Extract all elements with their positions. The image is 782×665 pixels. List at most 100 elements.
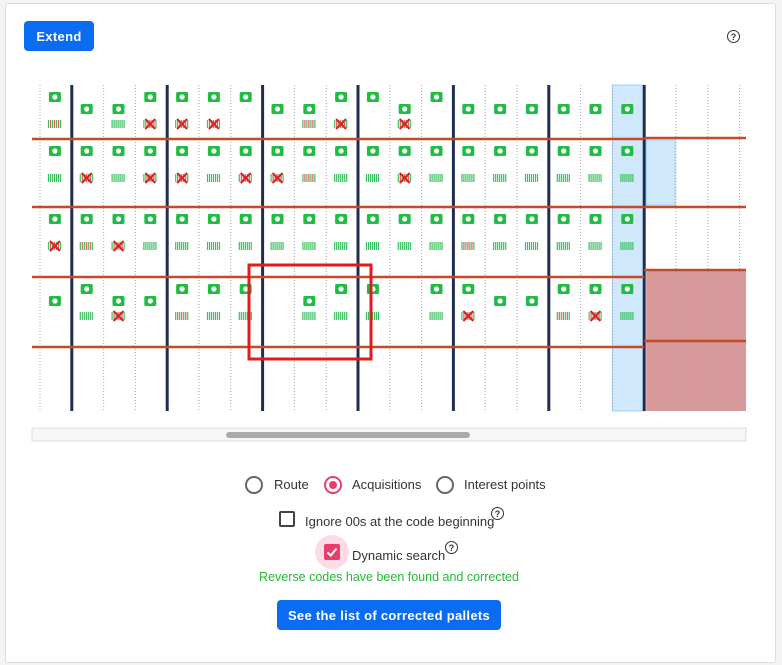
barcode-bar — [338, 312, 340, 320]
barcode-bar — [592, 312, 594, 320]
barcode-bar — [179, 120, 181, 128]
barcode-bar — [123, 120, 125, 128]
barcode-bar — [214, 242, 217, 250]
corrected-pallets-button[interactable]: See the list of corrected pallets — [277, 600, 501, 630]
camera-lens — [147, 298, 153, 304]
barcode-bar — [151, 120, 153, 128]
barcode-bar — [367, 174, 370, 182]
barcode-bar — [240, 242, 242, 250]
barcode-bar — [403, 242, 405, 250]
barcode-bar — [528, 174, 531, 182]
barcode-bar — [346, 312, 348, 320]
barcode-bar — [49, 174, 52, 182]
barcode-bar — [113, 312, 115, 320]
barcode-bar — [49, 120, 52, 128]
help-icon[interactable]: ? — [491, 507, 504, 520]
help-icon[interactable]: ? — [727, 30, 740, 43]
barcode-bar — [495, 174, 497, 182]
barcode-bar — [274, 174, 276, 182]
barcode-bar — [499, 174, 501, 182]
barcode-bar — [344, 174, 346, 182]
barcode-bar — [338, 120, 340, 128]
extend-button[interactable]: Extend — [24, 21, 94, 51]
camera-lens — [592, 148, 599, 154]
barcode-bar — [471, 242, 473, 250]
barcode-bar — [304, 312, 306, 320]
rack-grid — [31, 84, 747, 442]
barcode-bar — [51, 120, 54, 128]
barcode-bar — [598, 242, 600, 250]
barcode-bar — [314, 120, 316, 128]
barcode-bar — [528, 242, 531, 250]
barcode-bar — [117, 174, 119, 182]
error-cross — [144, 172, 157, 184]
camera-lens — [529, 106, 535, 112]
barcode-bar — [441, 174, 443, 182]
barcode-bar — [240, 312, 242, 320]
barcode-bar — [437, 312, 439, 320]
barcode-bar — [143, 120, 145, 128]
barcode-bar — [622, 242, 624, 250]
barcode-bar — [626, 312, 628, 320]
barcode-bar — [461, 174, 463, 182]
camera-lens — [52, 298, 58, 304]
radio-label: Route — [274, 477, 309, 492]
barcode-bar — [280, 174, 282, 182]
barcode-bar — [214, 312, 217, 320]
barcode-bar — [493, 242, 495, 250]
barcode-bar — [270, 242, 272, 250]
barcode-bar — [212, 174, 215, 182]
camera-lens — [497, 148, 503, 154]
radio-acquisitions[interactable] — [324, 476, 342, 494]
barcode-bar — [463, 242, 465, 250]
barcode-bar — [377, 312, 380, 320]
barcode-bar — [212, 312, 215, 320]
camera-lens — [529, 216, 535, 222]
barcode-bar — [588, 174, 590, 182]
error-cross — [80, 172, 93, 184]
barcode-bar — [304, 174, 306, 182]
checkbox[interactable] — [324, 544, 340, 560]
barcode-bar — [596, 174, 598, 182]
barcode-bar — [600, 312, 602, 320]
camera-lens — [465, 216, 471, 222]
barcode-bar — [179, 174, 181, 182]
camera-lens — [84, 216, 90, 222]
barcode-bar — [628, 312, 630, 320]
barcode-bar — [367, 312, 370, 320]
barcode-bar — [306, 120, 308, 128]
camera-lens — [433, 148, 440, 154]
barcode-bar — [336, 312, 338, 320]
barcode-bar — [83, 174, 85, 182]
barcode-bar — [53, 174, 56, 182]
barcode-bar — [85, 242, 87, 250]
radio-interest-points[interactable] — [436, 476, 454, 494]
barcode-bar — [624, 312, 626, 320]
barcode-bar — [242, 242, 244, 250]
radio-route[interactable] — [245, 476, 263, 494]
camera-lens — [370, 216, 376, 222]
barcode-bar — [407, 242, 409, 250]
checkbox[interactable] — [279, 511, 295, 527]
barcode-bar — [206, 312, 209, 320]
barcode-bar — [272, 174, 274, 182]
barcode-bar — [340, 174, 342, 182]
help-icon[interactable]: ? — [445, 541, 458, 554]
barcode-bar — [431, 312, 433, 320]
barcode-bar — [594, 174, 596, 182]
barcode-bar — [115, 174, 117, 182]
barcode-bar — [596, 242, 598, 250]
status-message: Reverse codes have been found and correc… — [259, 570, 519, 584]
barcode-bar — [91, 174, 93, 182]
barcode-bar — [81, 312, 83, 320]
barcode-bar — [250, 174, 252, 182]
barcode-bar — [119, 120, 121, 128]
camera-lens — [243, 286, 249, 292]
barcode-bar — [51, 242, 54, 250]
error-cross — [112, 310, 125, 322]
camera-lens — [179, 286, 185, 292]
barcode-bar — [401, 120, 403, 128]
barcode-bar — [79, 174, 81, 182]
camera-lens — [402, 148, 408, 154]
barcode-bar — [344, 242, 346, 250]
